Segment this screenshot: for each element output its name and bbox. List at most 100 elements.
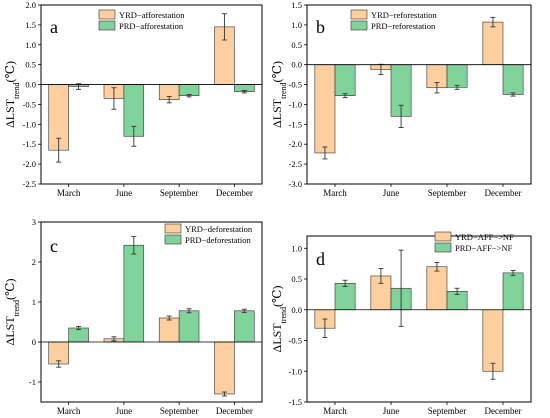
y-tick-label: 0.0	[25, 80, 36, 90]
bar-c-2-0	[158, 317, 180, 343]
y-axis-label: ΔLSTtrend(℃)	[3, 279, 21, 346]
y-tick-label: -2.5	[23, 179, 36, 189]
x-tick-label: June	[383, 188, 400, 198]
bar-c-3-1	[234, 310, 255, 343]
bar-c-0-1	[68, 327, 89, 343]
y-tick-label: 1.5	[25, 20, 36, 30]
plot-frame	[40, 4, 263, 185]
y-tick-label: -1.5	[23, 139, 36, 149]
y-axis-label: ΔLSTtrend(℃)	[270, 286, 288, 353]
chart-panel-d: March June September December -1.5 -1.0 -0.5 0.…	[270, 231, 532, 416]
y-tick-label: -1.0	[289, 99, 302, 109]
y-tick-label: 0	[32, 337, 36, 347]
legend-swatch	[434, 242, 452, 253]
bar-c-2-1	[178, 310, 200, 343]
y-tick-label: 0.5	[291, 274, 302, 284]
legend-swatch	[350, 9, 368, 20]
y-tick-label: 1.5	[291, 0, 302, 10]
bar-d-3-0	[482, 309, 504, 372]
legend-label: YRD−reforestation	[371, 10, 437, 20]
y-tick-label: -2.0	[23, 159, 36, 169]
y-tick-label: -0.5	[289, 80, 302, 90]
y-axis-label: ΔLSTtrend(℃)	[3, 61, 21, 128]
x-tick-label: December	[485, 188, 522, 198]
y-tick-label: 1.0	[25, 40, 36, 50]
legend-label: YRD−afforestation	[119, 10, 185, 20]
legend-label: PRD−afforestation	[119, 21, 184, 31]
bar-c-3-0	[214, 341, 235, 395]
y-tick-label: 1.0	[291, 20, 302, 30]
chart-panel-c: March June September December -1 0 1 2 3 ΔLSTtren…	[3, 217, 263, 416]
x-tick-label: June	[116, 406, 133, 416]
x-tick-label: September	[160, 188, 199, 198]
x-tick-label: December	[485, 406, 522, 416]
x-tick-label: June	[116, 188, 133, 198]
y-tick-label: -1.5	[289, 397, 302, 407]
panel-letter: d	[316, 249, 325, 269]
legend-swatch	[98, 20, 116, 31]
legend-label: YRD−deforestation	[185, 224, 253, 234]
y-tick-label: 1.0	[291, 243, 302, 253]
y-tick-label: -0.5	[289, 336, 302, 346]
y-tick-label: 2	[32, 257, 36, 267]
chart-panel-b: March June September December -3.0 -2.5 -2.0 -1…	[270, 0, 532, 198]
y-tick-label: -1.0	[23, 119, 36, 129]
x-tick-label: September	[160, 406, 199, 416]
legend-label: PRD−deforestation	[185, 235, 251, 245]
y-tick-label: -3.0	[289, 179, 302, 189]
legend-swatch	[164, 223, 182, 234]
bar-b-0-1	[334, 64, 356, 96]
panel-letter: a	[50, 17, 58, 37]
legend-swatch	[164, 234, 182, 245]
x-tick-label: December	[216, 406, 253, 416]
y-tick-label: 0.5	[291, 40, 302, 50]
bar-d-3-1	[502, 272, 524, 311]
x-tick-label: March	[323, 406, 347, 416]
x-tick-label: March	[323, 188, 347, 198]
y-tick-label: 1	[32, 297, 36, 307]
y-tick-label: -1.5	[289, 119, 302, 129]
bar-d-0-1	[334, 283, 356, 311]
y-tick-label: 3	[32, 217, 36, 227]
y-tick-label: 2.0	[25, 0, 36, 10]
bar-b-3-0	[482, 21, 504, 65]
plot-frame	[40, 221, 263, 403]
plot-frame	[306, 4, 532, 185]
legend-label: PRD−AFF−>NF	[455, 243, 513, 253]
y-tick-label: -1	[29, 377, 36, 387]
y-tick-label: -2.0	[289, 139, 302, 149]
y-tick-label: 0.0	[291, 305, 302, 315]
chart-panel-a: March June September December -2.5 -2.0 -1.5 -1…	[3, 0, 263, 198]
x-tick-label: March	[57, 188, 81, 198]
x-tick-label: December	[216, 188, 253, 198]
legend-swatch	[434, 231, 452, 242]
bar-b-2-1	[446, 64, 468, 88]
y-tick-label: -2.5	[289, 159, 302, 169]
legend-swatch	[350, 20, 368, 31]
legend-label: PRD−reforestation	[371, 21, 436, 31]
bar-b-3-1	[502, 64, 524, 95]
y-tick-label: 0.0	[291, 60, 302, 70]
x-tick-label: September	[428, 188, 467, 198]
panel-letter: b	[316, 17, 325, 37]
panel-letter: c	[50, 236, 58, 256]
legend-label: YRD−AFF−>NF	[455, 232, 514, 242]
y-tick-label: -0.5	[23, 99, 36, 109]
legend-swatch	[98, 9, 116, 20]
x-tick-label: September	[428, 406, 467, 416]
plot-frame	[306, 235, 532, 403]
bar-d-2-0	[426, 266, 448, 311]
x-tick-label: March	[57, 406, 81, 416]
y-tick-label: 0.5	[25, 60, 36, 70]
bar-b-0-0	[314, 64, 336, 154]
bar-c-1-1	[123, 244, 145, 343]
bar-a-2-1	[178, 84, 200, 96]
y-axis-label: ΔLSTtrend(℃)	[270, 61, 288, 128]
x-tick-label: June	[383, 406, 400, 416]
y-tick-label: -1.0	[289, 366, 302, 376]
